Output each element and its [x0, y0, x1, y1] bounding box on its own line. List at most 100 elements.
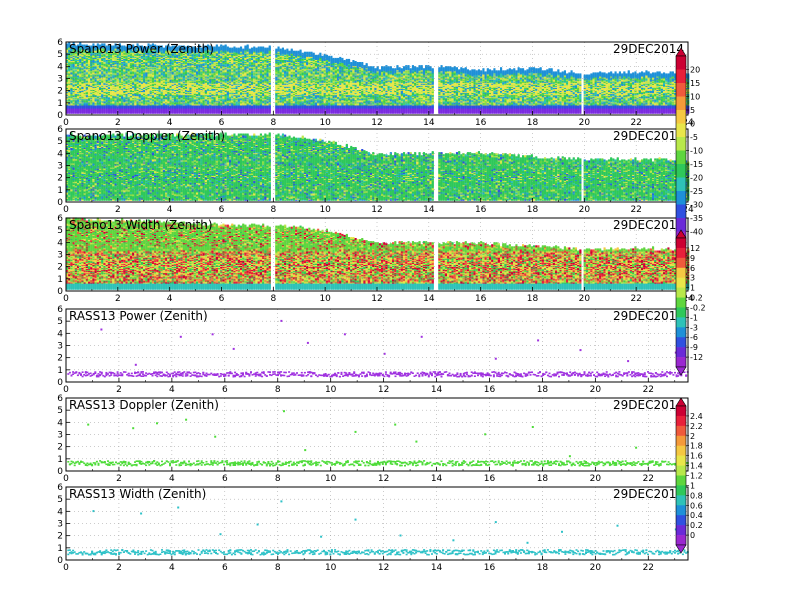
y-tick-label: 0 — [57, 111, 63, 121]
data-point — [320, 553, 322, 555]
y-tick-label: 4 — [57, 62, 63, 72]
data-point — [523, 460, 525, 462]
data-point — [250, 372, 252, 374]
data-point — [664, 374, 666, 376]
data-point — [431, 465, 433, 467]
data-point — [159, 553, 161, 555]
panel-date: 29DEC2014 — [613, 42, 684, 56]
data-point — [493, 376, 495, 378]
colorbar-segment — [676, 317, 686, 327]
data-point — [105, 550, 107, 552]
data-point — [169, 464, 171, 466]
data-point — [80, 373, 82, 375]
data-point — [520, 373, 522, 375]
data-point — [244, 376, 246, 378]
data-point — [132, 375, 134, 377]
data-point — [144, 463, 146, 465]
data-point — [387, 551, 389, 553]
data-point — [569, 455, 571, 457]
y-tick-label: 3 — [57, 431, 63, 441]
data-point — [684, 371, 686, 373]
colorbar-label: 2.4 — [690, 412, 703, 421]
data-point — [579, 465, 581, 467]
x-tick-label: 8 — [275, 563, 281, 573]
data-point — [584, 372, 586, 374]
data-point — [128, 462, 130, 464]
data-point — [541, 461, 543, 463]
y-tick-label: 0 — [57, 556, 63, 566]
data-point — [74, 465, 76, 467]
x-tick-label: 12 — [378, 474, 389, 484]
data-point — [140, 513, 142, 515]
data-point — [371, 549, 373, 551]
data-point — [256, 463, 258, 465]
data-point — [135, 364, 137, 366]
data-point — [202, 372, 204, 374]
data-point — [275, 464, 277, 466]
data-point — [395, 376, 397, 378]
colorbar-segment — [676, 327, 686, 337]
data-point — [379, 553, 381, 555]
data-point — [94, 464, 96, 466]
data-point — [480, 550, 482, 552]
data-point — [261, 464, 263, 466]
colorbar-label: 1.2 — [690, 472, 703, 481]
y-tick-label: 2 — [57, 443, 63, 453]
colorbar-segment — [676, 446, 686, 456]
data-point — [572, 551, 574, 553]
data-point — [98, 463, 100, 465]
colorbar-segment — [676, 56, 686, 70]
data-point — [304, 449, 306, 451]
data-point — [388, 375, 390, 377]
data-point — [221, 461, 223, 463]
data-point — [666, 376, 668, 378]
x-tick-label: 22 — [643, 385, 654, 395]
data-point — [452, 553, 454, 555]
x-tick-label: 14 — [431, 385, 443, 395]
data-point — [674, 552, 676, 554]
data-point — [384, 353, 386, 355]
data-point — [596, 372, 598, 374]
data-point — [280, 371, 282, 373]
data-point — [569, 552, 571, 554]
data-point — [439, 371, 441, 373]
data-point — [161, 549, 163, 551]
x-tick-label: 4 — [167, 205, 173, 215]
data-point — [186, 373, 188, 375]
data-point — [366, 374, 368, 376]
x-tick-label: 18 — [527, 294, 539, 304]
data-point — [355, 519, 357, 521]
colorbar-label: 0.2 — [690, 521, 703, 530]
data-point — [650, 551, 652, 553]
colorbar-segment — [676, 97, 686, 111]
data-point — [615, 463, 617, 465]
data-point — [255, 549, 257, 551]
x-axis: 0 2 4 6 8 10 12 14 16 18 20 22 — [63, 556, 675, 573]
data-point — [231, 373, 233, 375]
data-point — [136, 464, 138, 466]
data-point — [206, 461, 208, 463]
colorbar-segment — [676, 466, 686, 476]
x-tick-label: 22 — [630, 205, 641, 215]
data-point — [202, 462, 204, 464]
data-point — [307, 374, 309, 376]
data-point — [549, 373, 551, 375]
data-point — [418, 376, 420, 378]
data-point — [412, 464, 414, 466]
data-point — [177, 460, 179, 462]
y-tick-label: 1 — [57, 544, 63, 554]
data-point — [442, 550, 444, 552]
data-point — [209, 550, 211, 552]
data-point — [229, 465, 231, 467]
x-tick-label: 16 — [475, 205, 487, 215]
data-point — [532, 426, 534, 428]
colorbar-label: 1.6 — [690, 452, 703, 461]
data-point — [201, 460, 203, 462]
data-point — [229, 549, 231, 551]
colorbar-label: -9 — [690, 343, 698, 352]
data-point — [258, 550, 260, 552]
data-point — [531, 371, 533, 373]
data-point — [110, 374, 112, 376]
data-point — [591, 554, 593, 556]
data-point — [504, 553, 506, 555]
